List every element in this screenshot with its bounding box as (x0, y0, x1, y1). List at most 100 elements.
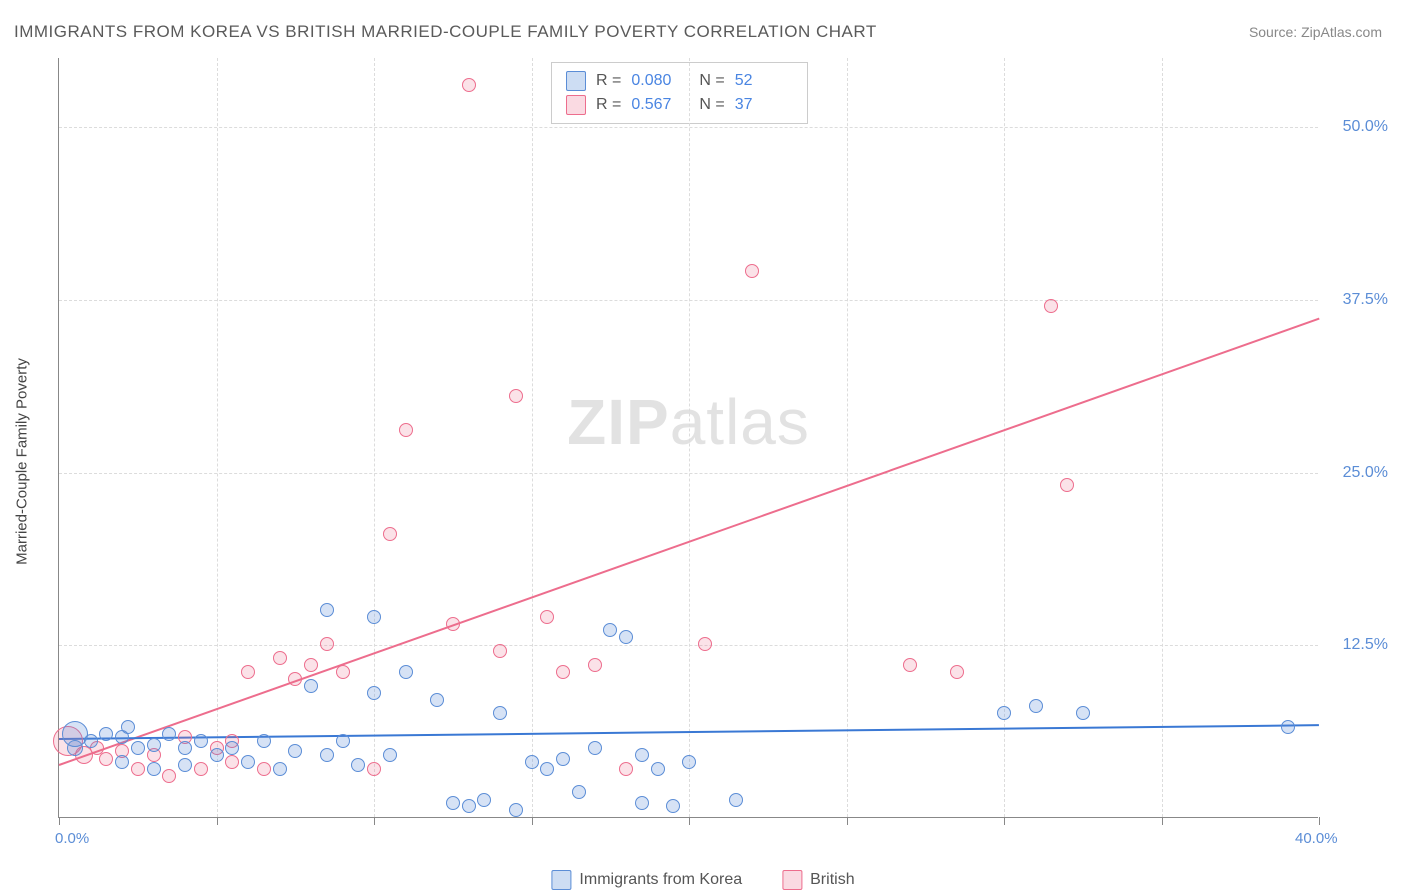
y-tick-label: 50.0% (1343, 118, 1388, 136)
data-point-blue (1029, 699, 1043, 713)
data-point-pink (950, 665, 964, 679)
r-label: R = (596, 96, 621, 114)
data-point-blue (682, 755, 696, 769)
data-point-blue (121, 720, 135, 734)
data-point-pink (556, 665, 570, 679)
data-point-blue (178, 758, 192, 772)
x-tick (689, 817, 690, 825)
x-tick (59, 817, 60, 825)
legend-item-blue: Immigrants from Korea (551, 870, 742, 890)
x-tick (1004, 817, 1005, 825)
swatch-blue (551, 870, 571, 890)
gridline-vertical (1162, 58, 1163, 817)
data-point-pink (367, 762, 381, 776)
data-point-pink (903, 658, 917, 672)
data-point-blue (540, 762, 554, 776)
data-point-blue (556, 752, 570, 766)
data-point-blue (651, 762, 665, 776)
data-point-blue (509, 803, 523, 817)
data-point-blue (257, 734, 271, 748)
data-point-blue (619, 630, 633, 644)
data-point-blue (635, 796, 649, 810)
y-tick-label: 12.5% (1343, 636, 1388, 654)
data-point-blue (351, 758, 365, 772)
data-point-blue (635, 748, 649, 762)
data-point-blue (430, 693, 444, 707)
data-point-blue (273, 762, 287, 776)
y-tick-label: 25.0% (1343, 464, 1388, 482)
gridline-vertical (532, 58, 533, 817)
data-point-blue (572, 785, 586, 799)
data-point-blue (1076, 706, 1090, 720)
data-point-blue (84, 734, 98, 748)
watermark-light: atlas (670, 386, 810, 458)
legend-stats-box: R =0.080N =52R =0.567N =37 (551, 62, 808, 124)
data-point-blue (99, 727, 113, 741)
data-point-blue (446, 796, 460, 810)
x-tick (1319, 817, 1320, 825)
y-tick-label: 37.5% (1343, 291, 1388, 309)
data-point-blue (383, 748, 397, 762)
n-label: N = (699, 72, 724, 90)
data-point-pink (540, 610, 554, 624)
data-point-pink (509, 389, 523, 403)
n-label: N = (699, 96, 724, 114)
data-point-blue (288, 744, 302, 758)
n-value: 37 (735, 96, 793, 114)
data-point-blue (320, 748, 334, 762)
data-point-blue (603, 623, 617, 637)
data-point-blue (178, 741, 192, 755)
data-point-pink (304, 658, 318, 672)
data-point-blue (525, 755, 539, 769)
data-point-pink (1044, 299, 1058, 313)
data-point-pink (493, 644, 507, 658)
chart-container: Married-Couple Family Poverty ZIPatlas R… (48, 58, 1388, 848)
x-tick (374, 817, 375, 825)
data-point-blue (367, 686, 381, 700)
data-point-pink (273, 651, 287, 665)
data-point-blue (729, 793, 743, 807)
y-axis-label: Married-Couple Family Poverty (14, 358, 31, 565)
data-point-pink (288, 672, 302, 686)
data-point-pink (619, 762, 633, 776)
source-label: Source: ZipAtlas.com (1249, 24, 1382, 40)
n-value: 52 (735, 72, 793, 90)
r-value: 0.567 (631, 96, 689, 114)
data-point-pink (1060, 478, 1074, 492)
data-point-blue (666, 799, 680, 813)
data-point-blue (147, 762, 161, 776)
data-point-blue (194, 734, 208, 748)
swatch-blue (566, 71, 586, 91)
x-tick (1162, 817, 1163, 825)
swatch-pink (782, 870, 802, 890)
bottom-legend: Immigrants from Korea British (551, 870, 854, 890)
data-point-blue (493, 706, 507, 720)
data-point-pink (241, 665, 255, 679)
data-point-blue (131, 741, 145, 755)
plot-area: ZIPatlas R =0.080N =52R =0.567N =37 12.5… (58, 58, 1318, 818)
x-tick (217, 817, 218, 825)
r-label: R = (596, 72, 621, 90)
data-point-pink (194, 762, 208, 776)
gridline-vertical (689, 58, 690, 817)
x-tick-label: 40.0% (1295, 830, 1338, 847)
data-point-blue (399, 665, 413, 679)
data-point-blue (1281, 720, 1295, 734)
legend-item-pink: British (782, 870, 854, 890)
data-point-blue (210, 748, 224, 762)
data-point-pink (162, 769, 176, 783)
data-point-blue (336, 734, 350, 748)
data-point-pink (383, 527, 397, 541)
x-tick-label: 0.0% (55, 830, 89, 847)
legend-label: British (810, 871, 854, 889)
data-point-pink (131, 762, 145, 776)
data-point-pink (225, 755, 239, 769)
data-point-blue (588, 741, 602, 755)
gridline-vertical (374, 58, 375, 817)
data-point-blue (162, 727, 176, 741)
data-point-pink (588, 658, 602, 672)
data-point-pink (446, 617, 460, 631)
data-point-blue (147, 738, 161, 752)
data-point-pink (99, 752, 113, 766)
data-point-pink (336, 665, 350, 679)
